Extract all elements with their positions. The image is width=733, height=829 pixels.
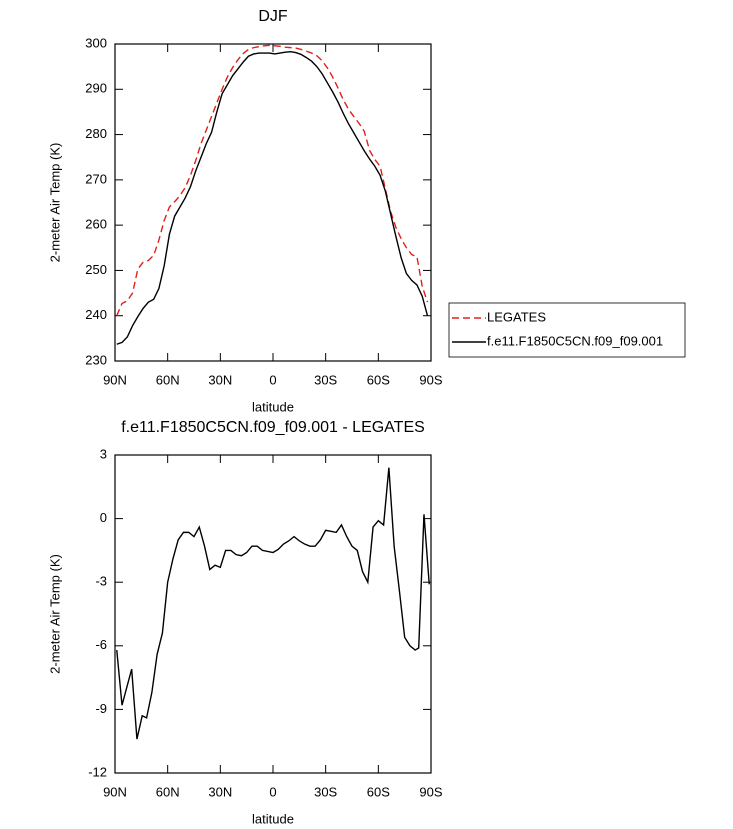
y-tick-label: 300 bbox=[85, 35, 107, 50]
x-tick-label: 60S bbox=[367, 784, 390, 799]
x-tick-label: 0 bbox=[269, 784, 276, 799]
y-tick-label: 0 bbox=[100, 510, 107, 525]
x-tick-label: 60N bbox=[156, 372, 180, 387]
y-tick-label: 280 bbox=[85, 126, 107, 141]
y-tick-label: 240 bbox=[85, 307, 107, 322]
legend-label: f.e11.F1850C5CN.f09_f09.001 bbox=[487, 333, 663, 348]
y-tick-label: -12 bbox=[88, 764, 107, 779]
chart-title: f.e11.F1850C5CN.f09_f09.001 - LEGATES bbox=[121, 419, 425, 436]
legend-box bbox=[448, 302, 686, 358]
legend-label: LEGATES bbox=[487, 309, 546, 324]
x-tick-label: 90N bbox=[103, 784, 127, 799]
plot-frame bbox=[114, 43, 432, 362]
x-tick-label: 30N bbox=[208, 372, 232, 387]
y-tick-label: 270 bbox=[85, 171, 107, 186]
x-axis-label: latitude bbox=[252, 811, 294, 826]
chart-title: DJF bbox=[258, 8, 288, 25]
y-tick-label: -6 bbox=[95, 637, 107, 652]
y-tick-label: -9 bbox=[95, 701, 107, 716]
y-tick-label: 250 bbox=[85, 262, 107, 277]
y-axis-label: 2-meter Air Temp (K) bbox=[47, 143, 62, 263]
y-tick-label: 230 bbox=[85, 352, 107, 367]
plot-frame bbox=[114, 454, 432, 774]
x-tick-label: 30S bbox=[314, 784, 337, 799]
x-axis-label: latitude bbox=[252, 399, 294, 414]
y-tick-label: 3 bbox=[100, 446, 107, 461]
y-tick-label: 260 bbox=[85, 217, 107, 232]
x-tick-label: 90S bbox=[419, 784, 442, 799]
x-tick-label: 60S bbox=[367, 372, 390, 387]
data-line bbox=[116, 44, 429, 316]
data-line bbox=[116, 50, 429, 345]
y-tick-label: 290 bbox=[85, 81, 107, 96]
x-tick-label: 90N bbox=[103, 372, 127, 387]
data-line bbox=[116, 467, 430, 740]
x-tick-label: 30S bbox=[314, 372, 337, 387]
x-tick-label: 90S bbox=[419, 372, 442, 387]
y-axis-label: 2-meter Air Temp (K) bbox=[47, 554, 62, 674]
x-tick-label: 0 bbox=[269, 372, 276, 387]
x-tick-label: 60N bbox=[156, 784, 180, 799]
x-tick-label: 30N bbox=[208, 784, 232, 799]
y-tick-label: -3 bbox=[95, 574, 107, 589]
